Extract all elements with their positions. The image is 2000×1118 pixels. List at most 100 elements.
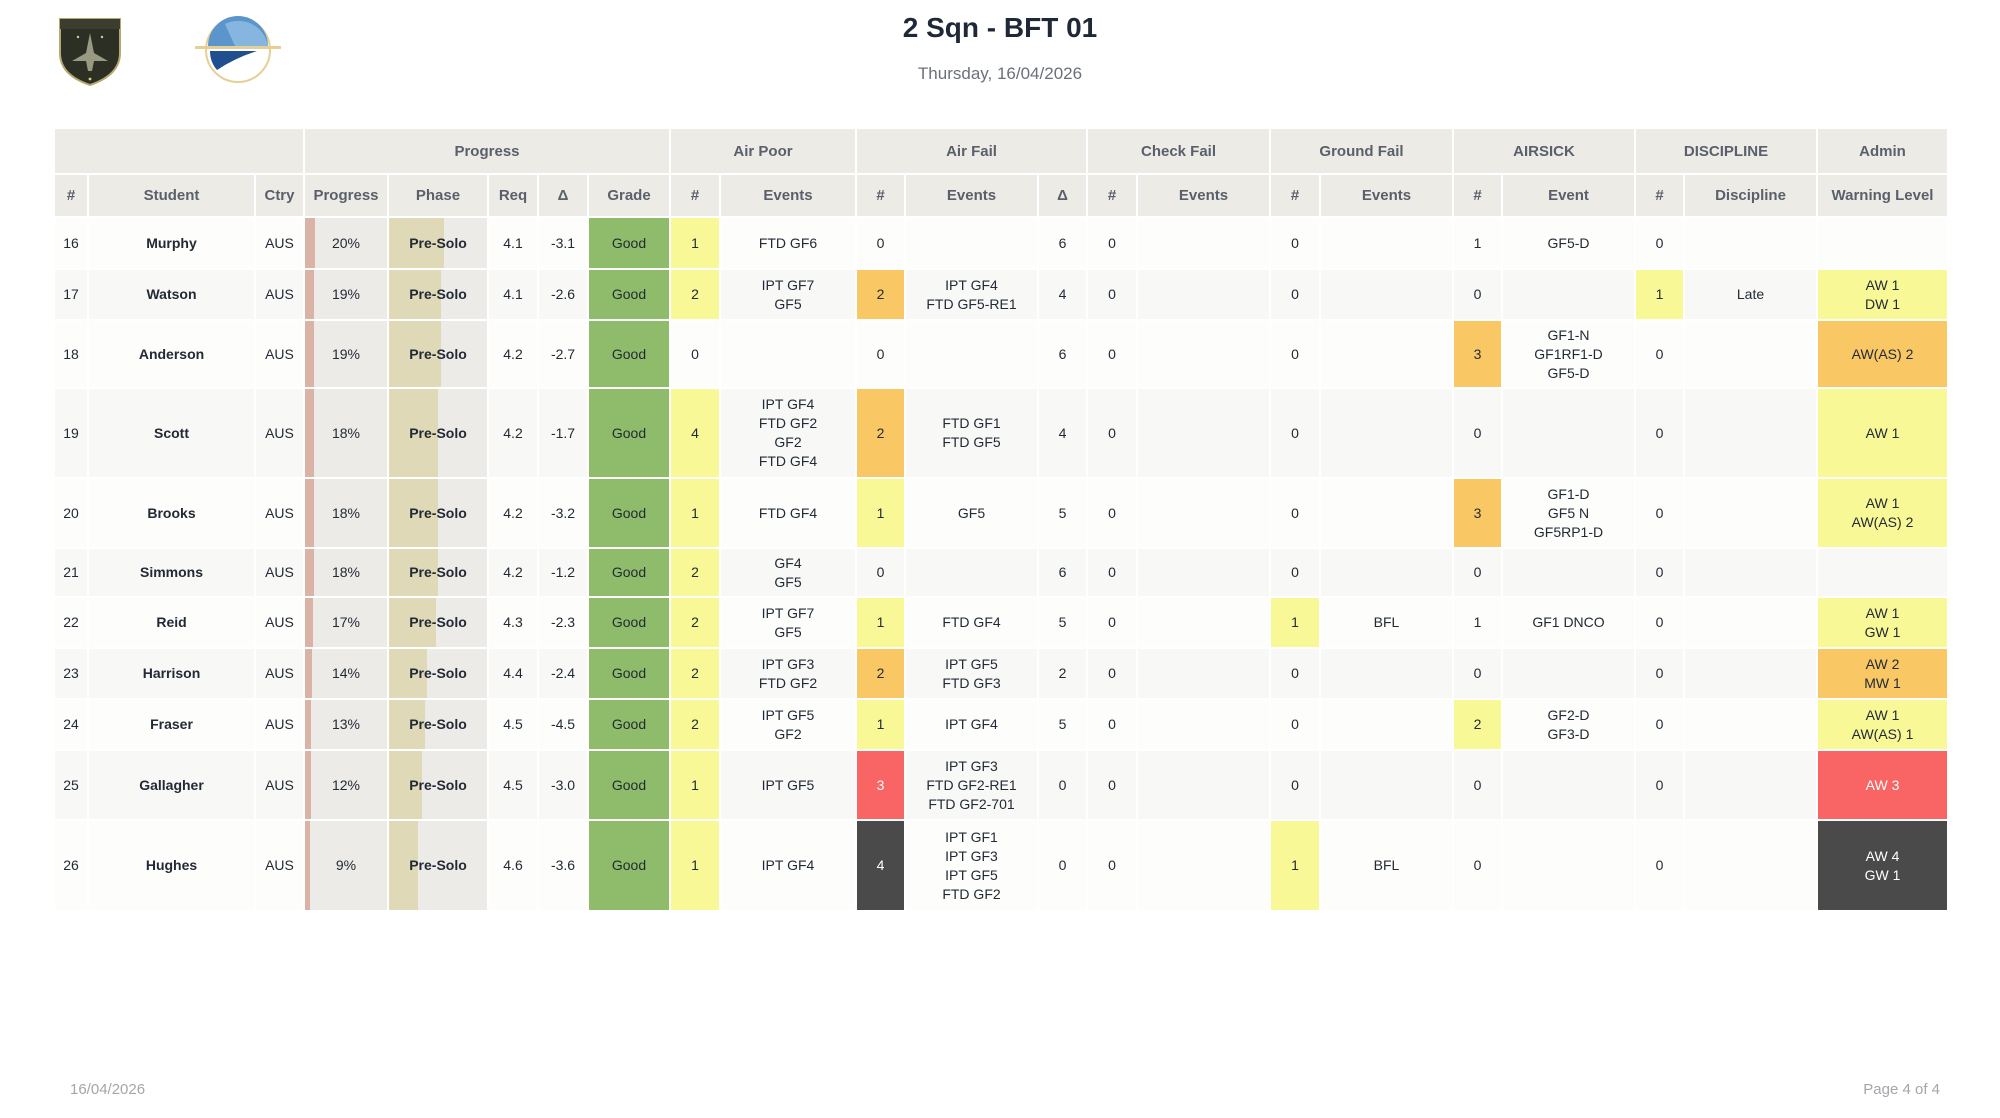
col-header-air-poor-count[interactable]: # <box>671 175 719 216</box>
discipline-text <box>1685 751 1816 819</box>
grade-value-text: Good <box>611 424 647 441</box>
phase-bar <box>389 598 436 647</box>
ground-fail-count-text: 0 <box>1291 564 1299 580</box>
air-poor-count-text: 2 <box>691 716 699 732</box>
progress-bar <box>305 270 315 319</box>
progress-value: 19% <box>331 345 361 362</box>
col-header-check-fail-events[interactable]: Events <box>1138 175 1269 216</box>
group-header-discipline: DISCIPLINE <box>1636 129 1816 173</box>
table-row[interactable]: 17 Watson AUS 19% Pre-Solo 4.1 -2.6 Good 2 IPT GF… <box>55 270 1947 319</box>
air-poor-count: 2 <box>671 270 719 319</box>
req-value-text: 4.4 <box>503 665 523 681</box>
discipline-count-text: 0 <box>1655 665 1664 681</box>
col-header-delta[interactable]: Δ <box>539 175 587 216</box>
student-name-text: Reid <box>156 614 187 630</box>
check-fail-count: 0 <box>1088 270 1136 319</box>
check-fail-count-text: 0 <box>1108 564 1116 580</box>
air-fail-events: IPT GF3 FTD GF2-RE1 FTD GF2-701 <box>906 751 1037 819</box>
student-name[interactable]: Fraser <box>89 700 254 749</box>
student-name[interactable]: Watson <box>89 270 254 319</box>
table-row[interactable]: 26 Hughes AUS 9% Pre-Solo 4.6 -3.6 Good 1 IPT GF4… <box>55 821 1947 910</box>
air-fail-count: 1 <box>857 700 904 749</box>
progress-cell: 12% <box>305 751 387 819</box>
student-name[interactable]: Hughes <box>89 821 254 910</box>
phase-value: Pre-Solo <box>409 614 467 630</box>
discipline-count: 0 <box>1636 389 1683 477</box>
student-name[interactable]: Simmons <box>89 549 254 596</box>
warning-level-text: AW 3 <box>1865 776 1900 793</box>
col-header-progress[interactable]: Progress <box>305 175 387 216</box>
air-poor-count: 2 <box>671 649 719 698</box>
student-name[interactable]: Anderson <box>89 321 254 387</box>
check-fail-count: 0 <box>1088 821 1136 910</box>
discipline-text-text: Late <box>1736 286 1765 302</box>
table-row[interactable]: 22 Reid AUS 17% Pre-Solo 4.3 -2.3 Good 2 IPT GF7 G… <box>55 598 1947 647</box>
student-name[interactable]: Gallagher <box>89 751 254 819</box>
col-header-air-poor-events[interactable]: Events <box>721 175 855 216</box>
col-header-ground-fail-count[interactable]: # <box>1271 175 1319 216</box>
col-header-air-fail-events[interactable]: Events <box>906 175 1037 216</box>
col-header-check-fail-count[interactable]: # <box>1088 175 1136 216</box>
student-name[interactable]: Harrison <box>89 649 254 698</box>
ground-fail-count: 0 <box>1271 751 1319 819</box>
student-name[interactable]: Murphy <box>89 218 254 268</box>
student-name[interactable]: Scott <box>89 389 254 477</box>
col-header-phase[interactable]: Phase <box>389 175 487 216</box>
warning-level: AW 1 GW 1 <box>1818 598 1947 647</box>
country: AUS <box>256 321 303 387</box>
table-row[interactable]: 16 Murphy AUS 20% Pre-Solo 4.1 -3.1 Good 1 FTD GF… <box>55 218 1947 268</box>
table-row[interactable]: 18 Anderson AUS 19% Pre-Solo 4.2 -2.7 Good 0 0 6 0 0… <box>55 321 1947 387</box>
group-header-row: Progress Air Poor Air Fail Check Fail Gr… <box>55 129 1947 173</box>
delta-value: -3.0 <box>539 751 587 819</box>
student-name[interactable]: Brooks <box>89 479 254 547</box>
table-row[interactable]: 21 Simmons AUS 18% Pre-Solo 4.2 -1.2 Good 2 GF4 GF… <box>55 549 1947 596</box>
table-row[interactable]: 23 Harrison AUS 14% Pre-Solo 4.4 -2.4 Good 2 IPT … <box>55 649 1947 698</box>
col-header-ctry[interactable]: Ctry <box>256 175 303 216</box>
air-fail-events <box>906 549 1037 596</box>
table-row[interactable]: 20 Brooks AUS 18% Pre-Solo 4.2 -3.2 Good 1 FTD GF… <box>55 479 1947 547</box>
col-header-discipline-count[interactable]: # <box>1636 175 1683 216</box>
col-header-grade[interactable]: Grade <box>589 175 669 216</box>
check-fail-events <box>1138 479 1269 547</box>
air-fail-count: 3 <box>857 751 904 819</box>
student-name-text: Murphy <box>146 234 197 251</box>
air-fail-events <box>906 321 1037 387</box>
student-status-table: Progress Air Poor Air Fail Check Fail Gr… <box>53 127 1949 912</box>
col-header-air-fail-delta[interactable]: Δ <box>1039 175 1086 216</box>
delta-value: -1.2 <box>539 549 587 596</box>
progress-value: 14% <box>331 665 361 681</box>
grade-value-text: Good <box>611 234 647 251</box>
col-header-num[interactable]: # <box>55 175 87 216</box>
req-value: 4.1 <box>489 218 537 268</box>
row-number-text: 16 <box>63 234 79 251</box>
col-header-ground-fail-events[interactable]: Events <box>1321 175 1452 216</box>
air-poor-count-text: 4 <box>691 424 699 441</box>
table-row[interactable]: 25 Gallagher AUS 12% Pre-Solo 4.5 -3.0 Good 1 IPT… <box>55 751 1947 819</box>
air-poor-count: 1 <box>671 479 719 547</box>
col-header-warning-level[interactable]: Warning Level <box>1818 175 1947 216</box>
ground-fail-events <box>1321 549 1452 596</box>
warning-level: AW 3 <box>1818 751 1947 819</box>
phase-value: Pre-Solo <box>409 857 467 873</box>
progress-value: 20% <box>331 234 361 251</box>
req-value: 4.3 <box>489 598 537 647</box>
warning-level <box>1818 549 1947 596</box>
delta-value-text: -3.6 <box>550 857 576 873</box>
col-header-airsick-event[interactable]: Event <box>1503 175 1634 216</box>
country: AUS <box>256 389 303 477</box>
discipline-count: 0 <box>1636 598 1683 647</box>
student-name-text: Hughes <box>145 857 198 873</box>
col-header-air-fail-count[interactable]: # <box>857 175 904 216</box>
table-row[interactable]: 19 Scott AUS 18% Pre-Solo 4.2 -1.7 Good 4 IPT GF4… <box>55 389 1947 477</box>
table-row[interactable]: 24 Fraser AUS 13% Pre-Solo 4.5 -4.5 Good 2 IPT GF… <box>55 700 1947 749</box>
ground-fail-count-text: 0 <box>1291 424 1299 441</box>
check-fail-count-text: 0 <box>1108 614 1116 630</box>
col-header-discipline[interactable]: Discipline <box>1685 175 1816 216</box>
col-header-airsick-count[interactable]: # <box>1454 175 1501 216</box>
air-fail-events-text: IPT GF5 FTD GF3 <box>942 655 1001 691</box>
col-header-req[interactable]: Req <box>489 175 537 216</box>
student-name[interactable]: Reid <box>89 598 254 647</box>
col-header-student[interactable]: Student <box>89 175 254 216</box>
phase-value: Pre-Solo <box>409 286 467 302</box>
progress-cell: 18% <box>305 549 387 596</box>
